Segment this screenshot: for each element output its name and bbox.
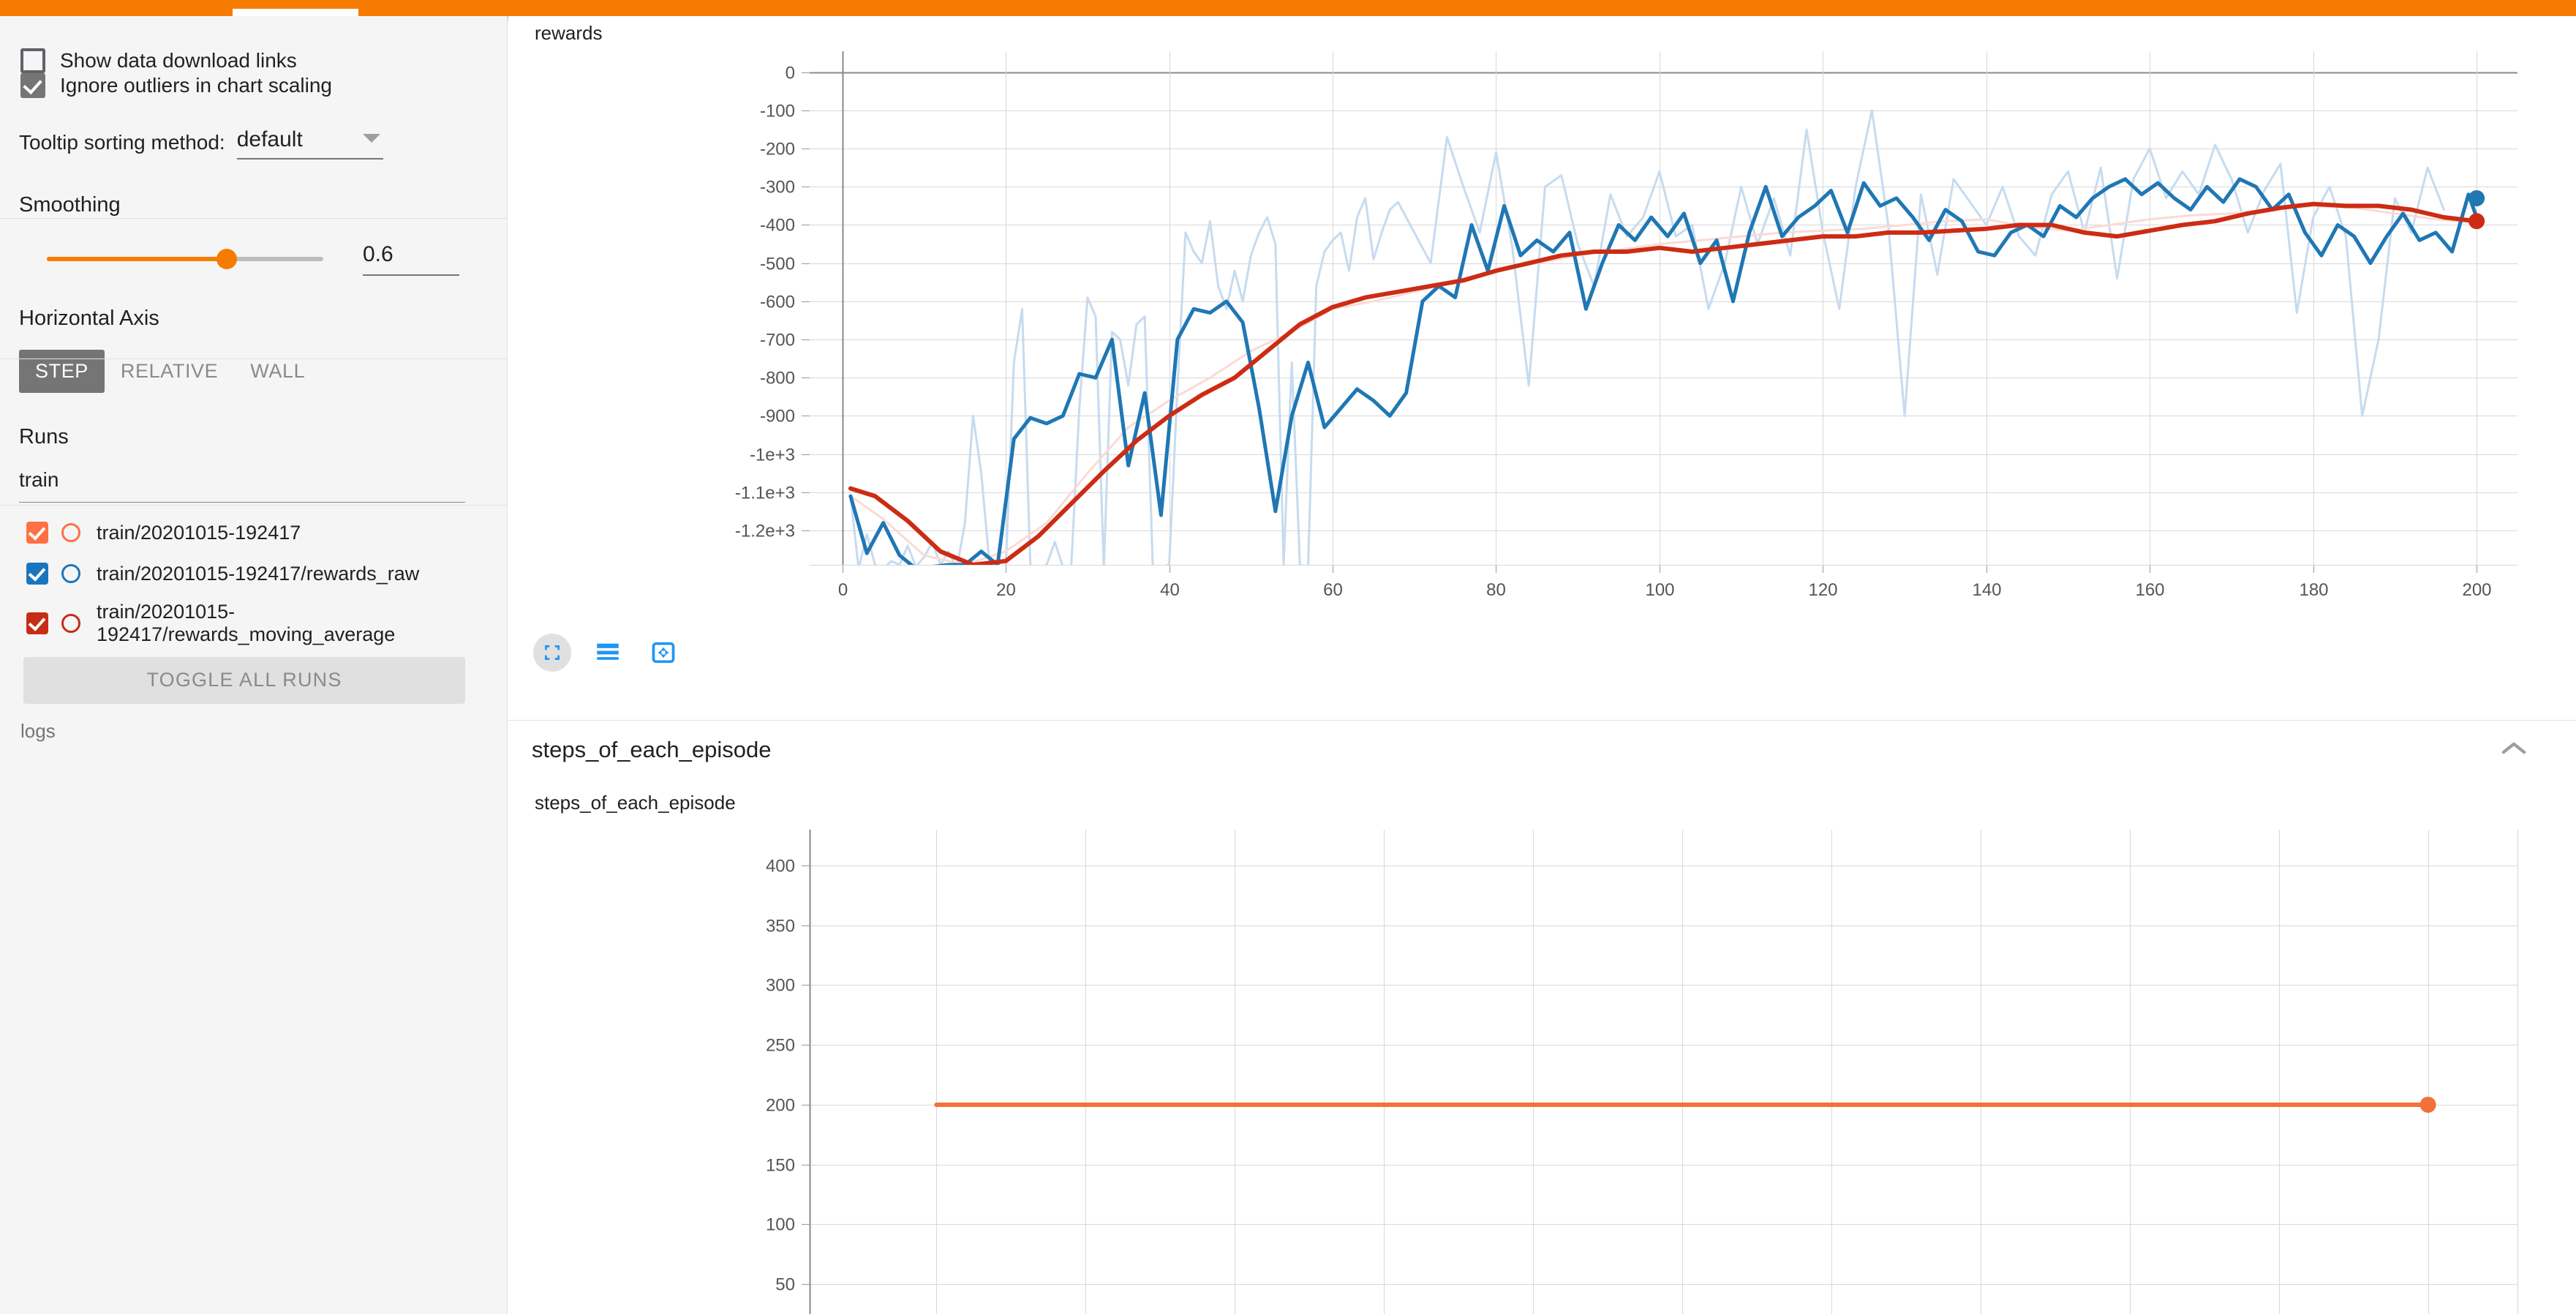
horizontal-axis-step-button[interactable]: STEP — [19, 350, 105, 393]
run-item-0[interactable]: train/20201015-192417 — [26, 522, 480, 544]
run-label-2: train/20201015-192417/rewards_moving_ave… — [97, 601, 462, 645]
tooltip-sorting-label: Tooltip sorting method: — [19, 131, 225, 154]
tooltip-sorting-row: Tooltip sorting method: default — [19, 127, 507, 159]
svg-text:250: 250 — [766, 1036, 795, 1056]
run-label-2-text: train/20201015-192417/rewards_moving_ave… — [97, 601, 396, 645]
smoothing-slider-fill — [47, 257, 227, 261]
rewards-chart-title: rewards — [535, 22, 603, 44]
smoothing-title: Smoothing — [19, 193, 121, 217]
expand-icon — [545, 645, 560, 660]
svg-text:180: 180 — [2299, 580, 2328, 600]
svg-text:150: 150 — [766, 1156, 795, 1176]
svg-text:140: 140 — [1972, 580, 2001, 600]
pan-move-icon — [652, 642, 675, 664]
svg-text:300: 300 — [766, 976, 795, 996]
run-checkbox-2[interactable] — [26, 612, 48, 634]
divider-2 — [0, 358, 507, 359]
rewards-plot-svg: 0 -100 -200 -300 -400 -500 -600 -700 -800 -900 -1e… — [735, 51, 2517, 600]
svg-text:200: 200 — [766, 1096, 795, 1116]
run-label-0: train/20201015-192417 — [97, 522, 301, 544]
show-data-download-links-row[interactable]: Show data download links — [20, 48, 507, 73]
divider-3 — [0, 505, 507, 506]
svg-text:-1.1e+3: -1.1e+3 — [735, 484, 795, 503]
svg-text:160: 160 — [2135, 580, 2164, 600]
svg-text:100: 100 — [766, 1215, 795, 1235]
ignore-outliers-label: Ignore outliers in chart scaling — [60, 74, 332, 97]
svg-text:50: 50 — [775, 1275, 795, 1295]
svg-text:80: 80 — [1486, 580, 1506, 600]
svg-text:-300: -300 — [760, 178, 795, 198]
run-color-circle-1 — [61, 564, 80, 584]
divider-1 — [0, 218, 507, 219]
ignore-outliers-checkbox[interactable] — [20, 73, 45, 98]
run-label-1: train/20201015-192417/rewards_raw — [97, 563, 420, 585]
run-checkbox-1[interactable] — [26, 563, 48, 585]
show-data-download-links-checkbox[interactable] — [20, 48, 45, 73]
smoothing-slider-thumb[interactable] — [216, 249, 237, 269]
svg-text:-900: -900 — [760, 407, 795, 427]
active-tab-indicator — [233, 9, 358, 16]
app-topbar — [0, 0, 2576, 16]
steps-chart-title: steps_of_each_episode — [535, 792, 736, 814]
smoothing-value-input[interactable]: 0.6 — [363, 242, 459, 276]
svg-text:200: 200 — [2462, 580, 2491, 600]
svg-text:0: 0 — [838, 580, 848, 600]
svg-text:-600: -600 — [760, 293, 795, 312]
steps-of-each-episode-chart-card: steps_of_each_episode 400 350 300 250 200 150… — [508, 778, 2576, 1314]
svg-text:-500: -500 — [760, 255, 795, 274]
svg-text:-100: -100 — [760, 102, 795, 121]
smoothing-slider[interactable] — [47, 249, 323, 269]
run-item-2[interactable]: train/20201015-192417/rewards_moving_ave… — [26, 601, 480, 645]
settings-sidebar: Show data download links Ignore outliers… — [0, 16, 508, 1314]
toggle-data-table-button[interactable] — [589, 634, 627, 672]
svg-text:350: 350 — [766, 917, 795, 936]
data-table-lines-icon — [597, 643, 619, 660]
chevron-up-icon[interactable] — [2501, 741, 2526, 759]
chevron-down-icon — [362, 133, 380, 143]
svg-text:-200: -200 — [760, 140, 795, 159]
toggle-pan-mode-button[interactable] — [644, 634, 682, 672]
horizontal-axis-wall-button[interactable]: WALL — [250, 360, 306, 382]
svg-text:-400: -400 — [760, 216, 795, 236]
rewards-chart-toolbar — [508, 629, 682, 672]
runs-title: Runs — [19, 425, 69, 448]
steps-plot-svg: 400 350 300 250 200 150 100 50 — [766, 830, 2518, 1314]
steps-of-each-episode-section-header[interactable]: steps_of_each_episode — [508, 720, 2576, 780]
runs-filter-input[interactable]: train — [19, 468, 465, 503]
rewards-chart-card: rewards 0 -100 -200 -300 -400 -500 -600 -700 -80… — [508, 16, 2576, 683]
run-color-circle-0 — [61, 523, 80, 543]
smoothing-row: 0.6 — [0, 242, 507, 276]
horizontal-axis-buttons: STEP RELATIVE WALL — [19, 350, 507, 393]
svg-text:20: 20 — [996, 580, 1016, 600]
fit-domain-to-data-button[interactable] — [533, 634, 571, 672]
svg-text:120: 120 — [1808, 580, 1837, 600]
svg-text:400: 400 — [766, 857, 795, 876]
horizontal-axis-relative-button[interactable]: RELATIVE — [120, 360, 219, 382]
run-color-circle-2 — [61, 613, 80, 633]
run-checkbox-0[interactable] — [26, 522, 48, 544]
run-item-1[interactable]: train/20201015-192417/rewards_raw — [26, 563, 480, 585]
svg-text:-1.2e+3: -1.2e+3 — [735, 522, 795, 541]
steps-plot[interactable]: 400 350 300 250 200 150 100 50 — [508, 821, 2576, 1314]
svg-text:0: 0 — [786, 64, 795, 83]
svg-text:-700: -700 — [760, 331, 795, 350]
tooltip-sorting-select[interactable]: default — [236, 127, 383, 159]
tooltip-sorting-value: default — [236, 127, 303, 151]
svg-text:40: 40 — [1160, 580, 1180, 600]
logs-label: logs — [20, 719, 56, 742]
ignore-outliers-row[interactable]: Ignore outliers in chart scaling — [20, 73, 507, 98]
svg-text:-1e+3: -1e+3 — [750, 446, 795, 465]
svg-text:60: 60 — [1323, 580, 1343, 600]
charts-main-area: rewards 0 -100 -200 -300 -400 -500 -600 -700 -80… — [508, 16, 2576, 1314]
toggle-all-runs-button[interactable]: TOGGLE ALL RUNS — [23, 656, 465, 704]
svg-text:100: 100 — [1645, 580, 1674, 600]
show-data-download-links-label: Show data download links — [60, 49, 297, 72]
rewards-plot[interactable]: 0 -100 -200 -300 -400 -500 -600 -700 -800 -900 -1e… — [508, 38, 2576, 623]
svg-text:-800: -800 — [760, 369, 795, 388]
section-header-title: steps_of_each_episode — [532, 737, 772, 762]
horizontal-axis-title: Horizontal Axis — [19, 307, 159, 330]
